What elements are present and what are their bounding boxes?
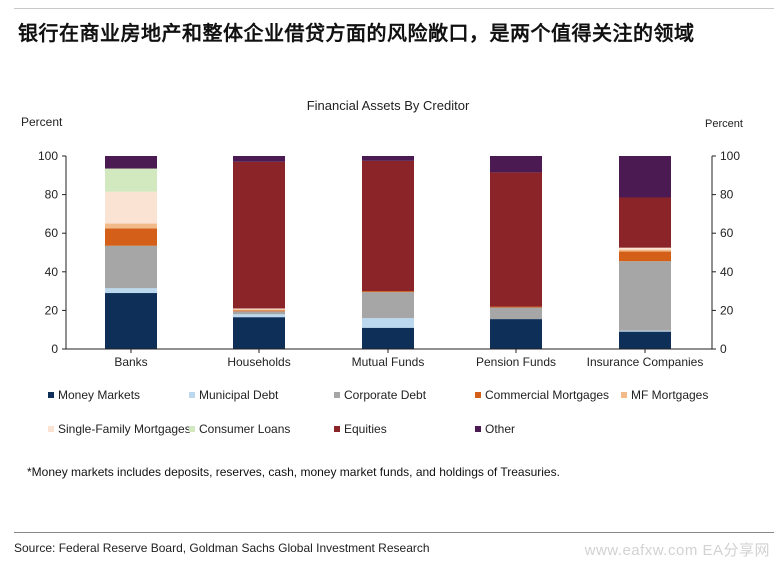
bar-pension-funds-corporate-debt (490, 307, 542, 320)
bars-group (105, 156, 671, 349)
x-tick-label: Households (227, 355, 290, 369)
legend-item-commercial-mortgages: Commercial Mortgages (475, 388, 609, 402)
y-tick-label-right: 20 (720, 303, 734, 317)
y-tick-label-left: 60 (45, 226, 59, 240)
y-tick-label-left: 40 (45, 265, 59, 279)
bar-insurance-companies-equities (619, 197, 671, 248)
bar-pension-funds-other (490, 156, 542, 173)
legend-item-municipal-debt: Municipal Debt (189, 388, 278, 402)
y-tick-label-right: 40 (720, 265, 734, 279)
legend-swatch-municipal-debt (189, 392, 195, 398)
legend-label-consumer-loans: Consumer Loans (199, 422, 291, 436)
bar-households-single-family-mortgages (233, 308, 285, 310)
footnote: *Money markets includes deposits, reserv… (27, 465, 560, 479)
legend-label-mf-mortgages: MF Mortgages (631, 388, 709, 402)
top-rule (14, 8, 774, 9)
bar-banks-single-family-mortgages (105, 191, 157, 224)
bar-mutual-funds-equities (362, 160, 414, 292)
y-tick-label-left: 100 (38, 149, 58, 163)
bar-insurance-companies-commercial-mortgages (619, 251, 671, 262)
bottom-rule (14, 532, 774, 533)
legend-item-equities: Equities (334, 422, 387, 436)
legend-swatch-consumer-loans (189, 426, 195, 432)
stacked-bar-chart: Financial Assets By Creditor Percent Per… (21, 98, 743, 369)
bar-mutual-funds-money-markets (362, 327, 414, 349)
bar-banks-other (105, 156, 157, 169)
headline: 银行在商业房地产和整体企业借贷方面的风险敞口，是两个值得关注的领域 (18, 21, 695, 45)
y-axis-left-label: Percent (21, 115, 63, 129)
bar-insurance-companies-other (619, 156, 671, 198)
y-axis-right-label: Percent (705, 118, 743, 130)
bar-mutual-funds-other (362, 156, 414, 161)
bar-mutual-funds-corporate-debt (362, 292, 414, 319)
legend-label-corporate-debt: Corporate Debt (344, 388, 427, 402)
source-note: Source: Federal Reserve Board, Goldman S… (14, 541, 430, 555)
legend-swatch-corporate-debt (334, 392, 340, 398)
bar-households-money-markets (233, 317, 285, 349)
bar-households-mf-mortgages (233, 309, 285, 311)
legend-item-money-markets: Money Markets (48, 388, 140, 402)
bar-pension-funds-equities (490, 172, 542, 307)
x-tick-label: Insurance Companies (587, 355, 704, 369)
axes-group: Banks Households Mutual Funds Pension Funds… (38, 149, 740, 369)
legend-item-other: Other (475, 422, 515, 436)
legend-swatch-other (475, 426, 481, 432)
bar-banks-corporate-debt (105, 245, 157, 289)
legend-label-single-family-mortgages: Single-Family Mortgages (58, 422, 191, 436)
x-tick-label: Pension Funds (476, 355, 556, 369)
bar-mutual-funds-municipal-debt (362, 318, 414, 328)
y-tick-label-left: 0 (51, 342, 58, 356)
bar-insurance-companies-municipal-debt (619, 330, 671, 332)
bar-mutual-funds-commercial-mortgages (362, 291, 414, 293)
bar-insurance-companies-money-markets (619, 331, 671, 349)
y-tick-label-right: 80 (720, 188, 734, 202)
bar-insurance-companies-corporate-debt (619, 261, 671, 331)
bar-households-equities (233, 161, 285, 309)
legend-swatch-mf-mortgages (621, 392, 627, 398)
x-tick-label: Banks (114, 355, 147, 369)
bar-banks-consumer-loans (105, 168, 157, 192)
bar-households-municipal-debt (233, 314, 285, 318)
x-tick-label: Mutual Funds (352, 355, 425, 369)
y-tick-label-right: 60 (720, 226, 734, 240)
legend-item-single-family-mortgages: Single-Family Mortgages (48, 422, 191, 436)
legend-swatch-equities (334, 426, 340, 432)
bar-insurance-companies-single-family-mortgages (619, 247, 671, 250)
y-tick-label-left: 80 (45, 188, 59, 202)
legend-label-money-markets: Money Markets (58, 388, 141, 402)
legend-label-equities: Equities (344, 422, 387, 436)
bar-banks-money-markets (105, 293, 157, 349)
bar-households-corporate-debt (233, 311, 285, 315)
bar-pension-funds-money-markets (490, 319, 542, 349)
bar-banks-mf-mortgages (105, 223, 157, 229)
y-tick-label-right: 100 (720, 149, 740, 163)
bar-households-commercial-mortgages (233, 310, 285, 312)
bar-pension-funds-commercial-mortgages (490, 306, 542, 308)
bar-banks-commercial-mortgages (105, 228, 157, 246)
legend-label-municipal-debt: Municipal Debt (199, 388, 279, 402)
watermark: www.eafxw.com EA分享网 (584, 542, 770, 559)
bar-insurance-companies-mf-mortgages (619, 249, 671, 252)
legend-swatch-commercial-mortgages (475, 392, 481, 398)
bar-households-other (233, 156, 285, 162)
legend-label-other: Other (485, 422, 516, 436)
legend-swatch-money-markets (48, 392, 54, 398)
legend-label-commercial-mortgages: Commercial Mortgages (485, 388, 610, 402)
bar-banks-municipal-debt (105, 288, 157, 294)
chart-title: Financial Assets By Creditor (307, 98, 470, 113)
legend-item-mf-mortgages: MF Mortgages (621, 388, 708, 402)
legend-item-corporate-debt: Corporate Debt (334, 388, 426, 402)
y-tick-label-right: 0 (720, 342, 727, 356)
legend-swatch-single-family-mortgages (48, 426, 54, 432)
legend-item-consumer-loans: Consumer Loans (189, 422, 290, 436)
y-tick-label-left: 20 (45, 303, 59, 317)
